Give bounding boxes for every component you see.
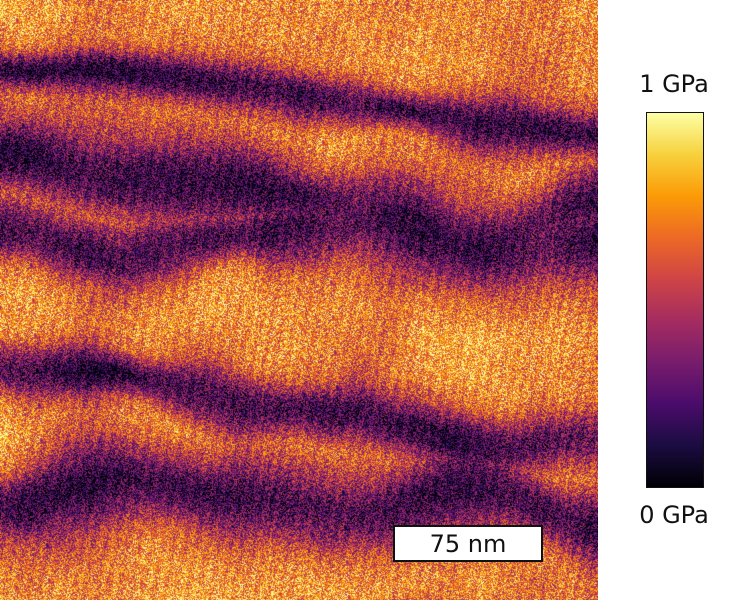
scale-bar-label: 75 nm — [429, 529, 507, 558]
scale-bar: 75 nm — [393, 525, 543, 562]
modulus-map-image — [0, 0, 598, 600]
colorbar-min-label: 0 GPa — [639, 501, 709, 529]
colorbar — [646, 112, 704, 488]
colorbar-max-label: 1 GPa — [639, 70, 709, 98]
